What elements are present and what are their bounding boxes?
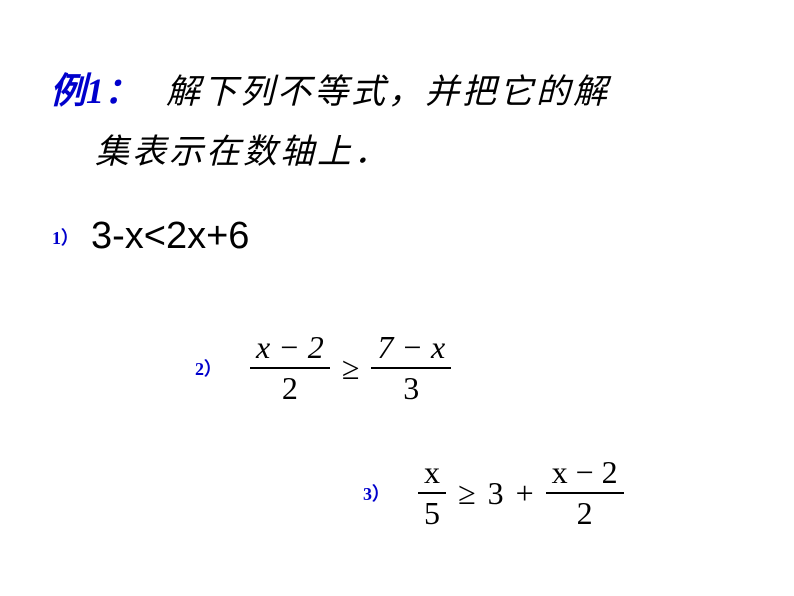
problem-3-label: 3）	[363, 480, 390, 506]
operator-geq: ≥	[342, 350, 360, 387]
operator-geq-2: ≥	[458, 475, 476, 512]
frac4-bar	[546, 492, 624, 494]
example-row1: 例1： 解下列不等式，并把它的解	[50, 62, 750, 114]
example-title-line1: 解下列不等式，并把它的解	[166, 74, 610, 111]
example-title-line2: 集表示在数轴上．	[95, 124, 750, 173]
constant-3: 3	[488, 475, 504, 512]
problem-1-label: 1）	[52, 224, 79, 250]
fraction-2: 7 − x 3	[371, 330, 451, 406]
frac3-numerator: x	[418, 455, 446, 490]
frac1-numerator: x − 2	[250, 330, 330, 365]
frac4-denominator: 2	[571, 496, 599, 531]
fraction-4: x − 2 2	[546, 455, 624, 531]
frac3-denominator: 5	[418, 496, 446, 531]
frac3-bar	[418, 492, 446, 494]
problem-2-label: 2）	[195, 355, 222, 381]
operator-plus: +	[516, 475, 534, 512]
example-heading: 例1： 解下列不等式，并把它的解 集表示在数轴上．	[50, 62, 750, 173]
problem-1-expression: 3-x<2x+6	[91, 215, 249, 258]
example-label: 例1：	[50, 71, 140, 111]
fraction-3: x 5	[418, 455, 446, 531]
frac2-bar	[371, 367, 451, 369]
problem-2: 2） x − 2 2 ≥ 7 − x 3	[195, 330, 457, 406]
problem-1: 1） 3-x<2x+6	[52, 215, 249, 258]
problem-2-expression: x − 2 2 ≥ 7 − x 3	[244, 330, 457, 406]
problem-3: 3） x 5 ≥ 3 + x − 2 2	[363, 455, 630, 531]
frac2-numerator: 7 − x	[371, 330, 451, 365]
frac2-denominator: 3	[397, 371, 425, 406]
problem-3-expression: x 5 ≥ 3 + x − 2 2	[412, 455, 630, 531]
frac1-denominator: 2	[276, 371, 304, 406]
frac4-numerator: x − 2	[546, 455, 624, 490]
frac1-bar	[250, 367, 330, 369]
fraction-1: x − 2 2	[250, 330, 330, 406]
